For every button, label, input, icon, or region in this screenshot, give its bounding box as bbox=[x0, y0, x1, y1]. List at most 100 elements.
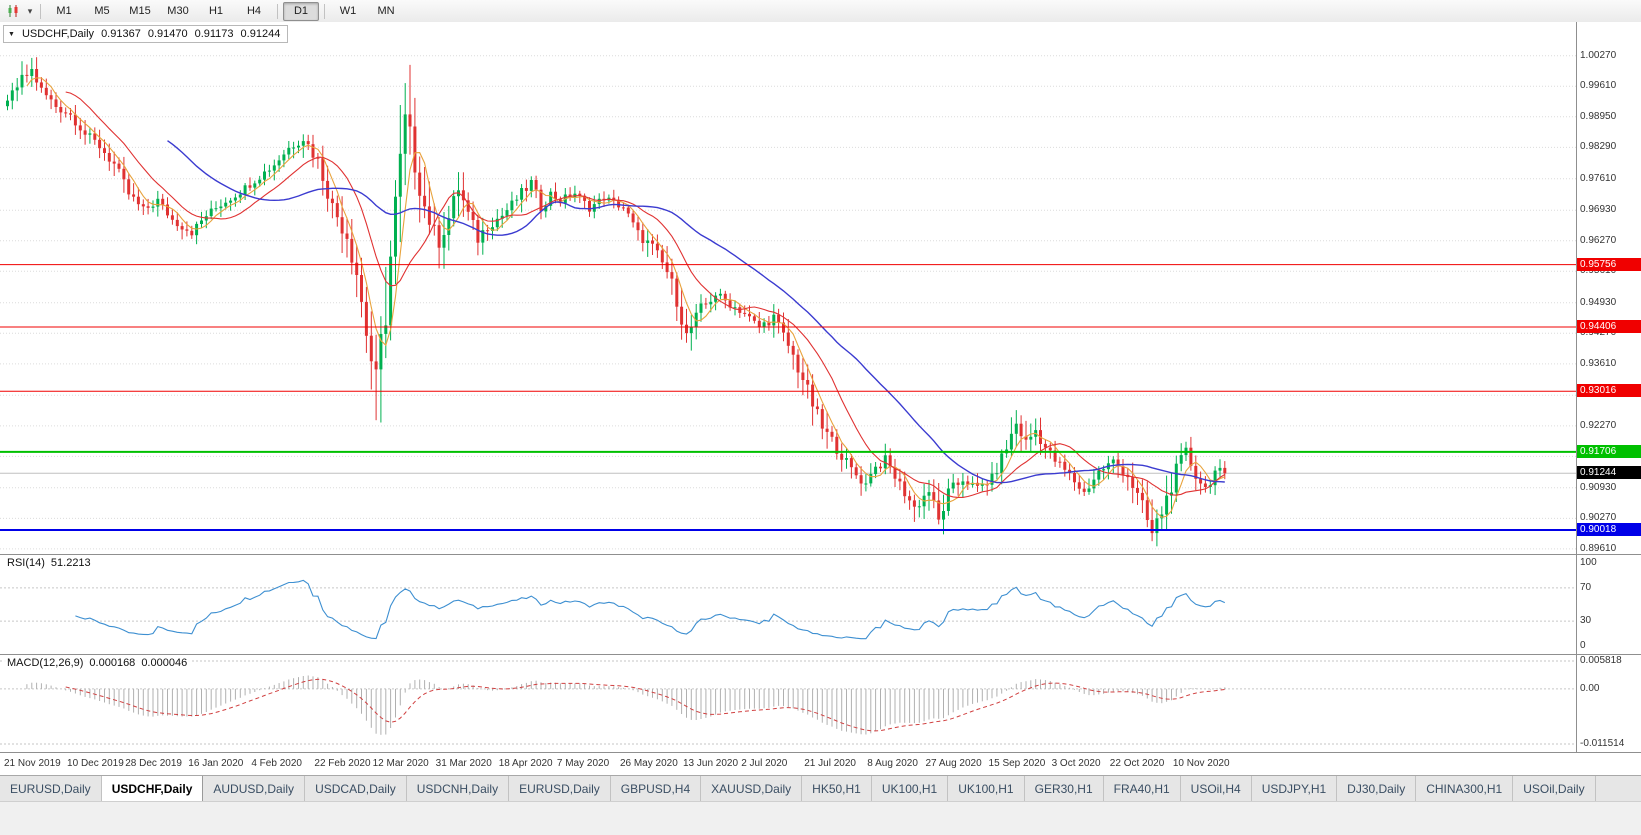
panel-divider[interactable] bbox=[0, 554, 1641, 555]
chart-tab-usdcnh-daily[interactable]: USDCNH,Daily bbox=[406, 776, 510, 802]
chart-tab-dj30-daily[interactable]: DJ30,Daily bbox=[1337, 776, 1417, 802]
candlestick-chart-icon bbox=[8, 5, 18, 17]
timeframe-button-m1[interactable]: M1 bbox=[56, 5, 72, 17]
horizontal-level-lines bbox=[0, 264, 1576, 531]
rsi-header: RSI(14) 51.2213 bbox=[4, 557, 94, 569]
timeframe-button-m5[interactable]: M5 bbox=[94, 5, 110, 17]
chart-tab-fra40-h1[interactable]: FRA40,H1 bbox=[1103, 776, 1181, 802]
date-label: 4 Feb 2020 bbox=[251, 758, 302, 769]
timeframe-toolbar: ▾ M1 M5 M15 M30 H1 H4 D1 W1 MN bbox=[0, 0, 1641, 23]
macd-indicator-plot[interactable] bbox=[0, 655, 1576, 752]
chart-tab-audusd-daily[interactable]: AUDUSD,Daily bbox=[203, 776, 306, 802]
time-axis[interactable]: 21 Nov 2019 10 Dec 2019 28 Dec 2019 16 Jan … bbox=[0, 753, 1641, 775]
collapse-triangle-icon[interactable]: ▼ bbox=[8, 30, 15, 38]
macd-axis[interactable]: 0.005818 0.00 -0.011514 bbox=[1577, 655, 1641, 752]
chart-tab-eurusd-daily[interactable]: EURUSD,Daily bbox=[0, 776, 102, 802]
axis-separator-line bbox=[1576, 22, 1577, 753]
chart-tab-hk50-h1[interactable]: HK50,H1 bbox=[802, 776, 872, 802]
rsi-axis[interactable]: 100 70 30 0 bbox=[1577, 555, 1641, 654]
candlestick-plot[interactable] bbox=[0, 22, 1576, 554]
chart-tab-usdchf-daily[interactable]: USDCHF,Daily bbox=[101, 776, 204, 802]
date-label: 10 Nov 2020 bbox=[1172, 758, 1230, 769]
hline-price-badge: 0.94406 bbox=[1577, 320, 1641, 334]
hline-price-badge: 0.93016 bbox=[1577, 384, 1641, 398]
panel-divider bbox=[0, 752, 1641, 753]
chart-tab-usoil-daily[interactable]: USOil,Daily bbox=[1513, 776, 1596, 802]
chart-high-value: 0.91470 bbox=[147, 28, 188, 40]
date-label: 13 Jun 2020 bbox=[683, 758, 739, 769]
rsi-label: RSI(14) bbox=[7, 557, 45, 569]
price-gridlines bbox=[0, 55, 1576, 550]
price-axis-label: 0.98290 bbox=[1580, 141, 1617, 153]
chart-type-icon[interactable] bbox=[4, 2, 24, 20]
chart-tab-usoil-h4[interactable]: USOil,H4 bbox=[1180, 776, 1252, 802]
chart-close-value: 0.91244 bbox=[240, 28, 281, 40]
chart-tab-gbpusd-h4[interactable]: GBPUSD,H4 bbox=[610, 776, 702, 802]
rsi-value: 51.2213 bbox=[50, 557, 91, 569]
rsi-axis-label: 70 bbox=[1580, 581, 1592, 593]
date-label: 8 Aug 2020 bbox=[867, 758, 918, 769]
chart-tabbar: EURUSD,Daily USDCHF,Daily AUDUSD,Daily USDC… bbox=[0, 775, 1641, 802]
rsi-indicator-pane[interactable]: RSI(14) 51.2213 bbox=[0, 555, 1576, 654]
price-axis-label: 0.99610 bbox=[1580, 80, 1617, 92]
chart-type-dropdown-icon[interactable]: ▾ bbox=[27, 5, 33, 16]
chart-symbol-label: USDCHF,Daily bbox=[21, 28, 95, 40]
chart-tab-usdcad-daily[interactable]: USDCAD,Daily bbox=[305, 776, 407, 802]
macd-signal-line bbox=[65, 678, 1225, 732]
date-label: 27 Aug 2020 bbox=[925, 758, 982, 769]
hline-price-badge: 0.91706 bbox=[1577, 444, 1641, 458]
panel-divider[interactable] bbox=[0, 654, 1641, 655]
toolbar-separator bbox=[277, 3, 278, 19]
hline-price-badge: 0.90018 bbox=[1577, 523, 1641, 537]
toolbar-separator bbox=[40, 3, 41, 19]
toolbar-separator bbox=[324, 3, 325, 19]
timeframe-button-d1[interactable]: D1 bbox=[283, 1, 319, 21]
macd-axis-label: -0.011514 bbox=[1580, 738, 1625, 749]
moving-averages bbox=[26, 77, 1226, 518]
timeframe-button-m30[interactable]: M30 bbox=[167, 5, 189, 17]
macd-axis-label: 0.00 bbox=[1580, 682, 1600, 694]
price-axis-label: 0.92270 bbox=[1580, 419, 1617, 431]
price-axis-label: 0.93610 bbox=[1580, 357, 1617, 369]
price-axis-label: 0.89610 bbox=[1580, 542, 1617, 554]
candles bbox=[6, 57, 1227, 547]
hline-price-badge: 0.95756 bbox=[1577, 257, 1641, 271]
macd-axis-label: 0.005818 bbox=[1580, 655, 1622, 666]
rsi-indicator-plot[interactable] bbox=[0, 555, 1576, 654]
macd-main-value: 0.000168 bbox=[89, 657, 136, 669]
date-label: 31 Mar 2020 bbox=[435, 758, 492, 769]
price-axis-label: 0.97610 bbox=[1580, 172, 1617, 184]
timeframe-button-h4[interactable]: H4 bbox=[246, 5, 262, 17]
chart-window: ▼ USDCHF,Daily 0.91367 0.91470 0.91173 0… bbox=[0, 22, 1641, 775]
chart-tab-china300-h1[interactable]: CHINA300,H1 bbox=[1416, 776, 1514, 802]
date-label: 15 Sep 2020 bbox=[988, 758, 1046, 769]
date-label: 21 Jul 2020 bbox=[804, 758, 856, 769]
chart-tab-usdjpy-h1[interactable]: USDJPY,H1 bbox=[1251, 776, 1338, 802]
price-axis-label: 0.90930 bbox=[1580, 481, 1617, 493]
date-label: 22 Feb 2020 bbox=[314, 758, 371, 769]
timeframe-button-h1[interactable]: H1 bbox=[208, 5, 224, 17]
price-axis-label: 1.00270 bbox=[1580, 49, 1617, 61]
price-axis-label: 0.96930 bbox=[1580, 204, 1617, 216]
date-label: 7 May 2020 bbox=[556, 758, 610, 769]
timeframe-button-mn[interactable]: MN bbox=[377, 5, 395, 17]
chart-tab-eurusd-daily[interactable]: EURUSD,Daily bbox=[509, 776, 611, 802]
chart-tab-uk100-h1[interactable]: UK100,H1 bbox=[871, 776, 949, 802]
date-label: 28 Dec 2019 bbox=[125, 758, 182, 769]
chart-tab-xauusd-daily[interactable]: XAUUSD,Daily bbox=[701, 776, 803, 802]
current-price-badge: 0.91244 bbox=[1577, 466, 1641, 480]
chart-tab-ger30-h1[interactable]: GER30,H1 bbox=[1024, 776, 1104, 802]
price-axis-label: 0.94930 bbox=[1580, 296, 1617, 308]
timeframe-button-w1[interactable]: W1 bbox=[339, 5, 357, 17]
macd-indicator-pane[interactable]: MACD(12,26,9) 0.000168 0.000046 bbox=[0, 655, 1576, 752]
timeframe-button-m15[interactable]: M15 bbox=[129, 5, 151, 17]
chart-tab-uk100-h1[interactable]: UK100,H1 bbox=[948, 776, 1025, 802]
macd-histogram bbox=[26, 675, 1226, 735]
price-axis[interactable]: 1.00270 0.99610 0.98950 0.98290 0.97610 0.969… bbox=[1577, 22, 1641, 554]
macd-header: MACD(12,26,9) 0.000168 0.000046 bbox=[4, 657, 191, 669]
timeframe-buttons: M1 M5 M15 M30 H1 H4 D1 W1 MN bbox=[45, 1, 405, 21]
price-axis-label: 0.98950 bbox=[1580, 110, 1617, 122]
main-chart-pane[interactable]: ▼ USDCHF,Daily 0.91367 0.91470 0.91173 0… bbox=[0, 22, 1576, 554]
macd-signal-value: 0.000046 bbox=[141, 657, 188, 669]
macd-label: MACD(12,26,9) bbox=[7, 657, 84, 669]
